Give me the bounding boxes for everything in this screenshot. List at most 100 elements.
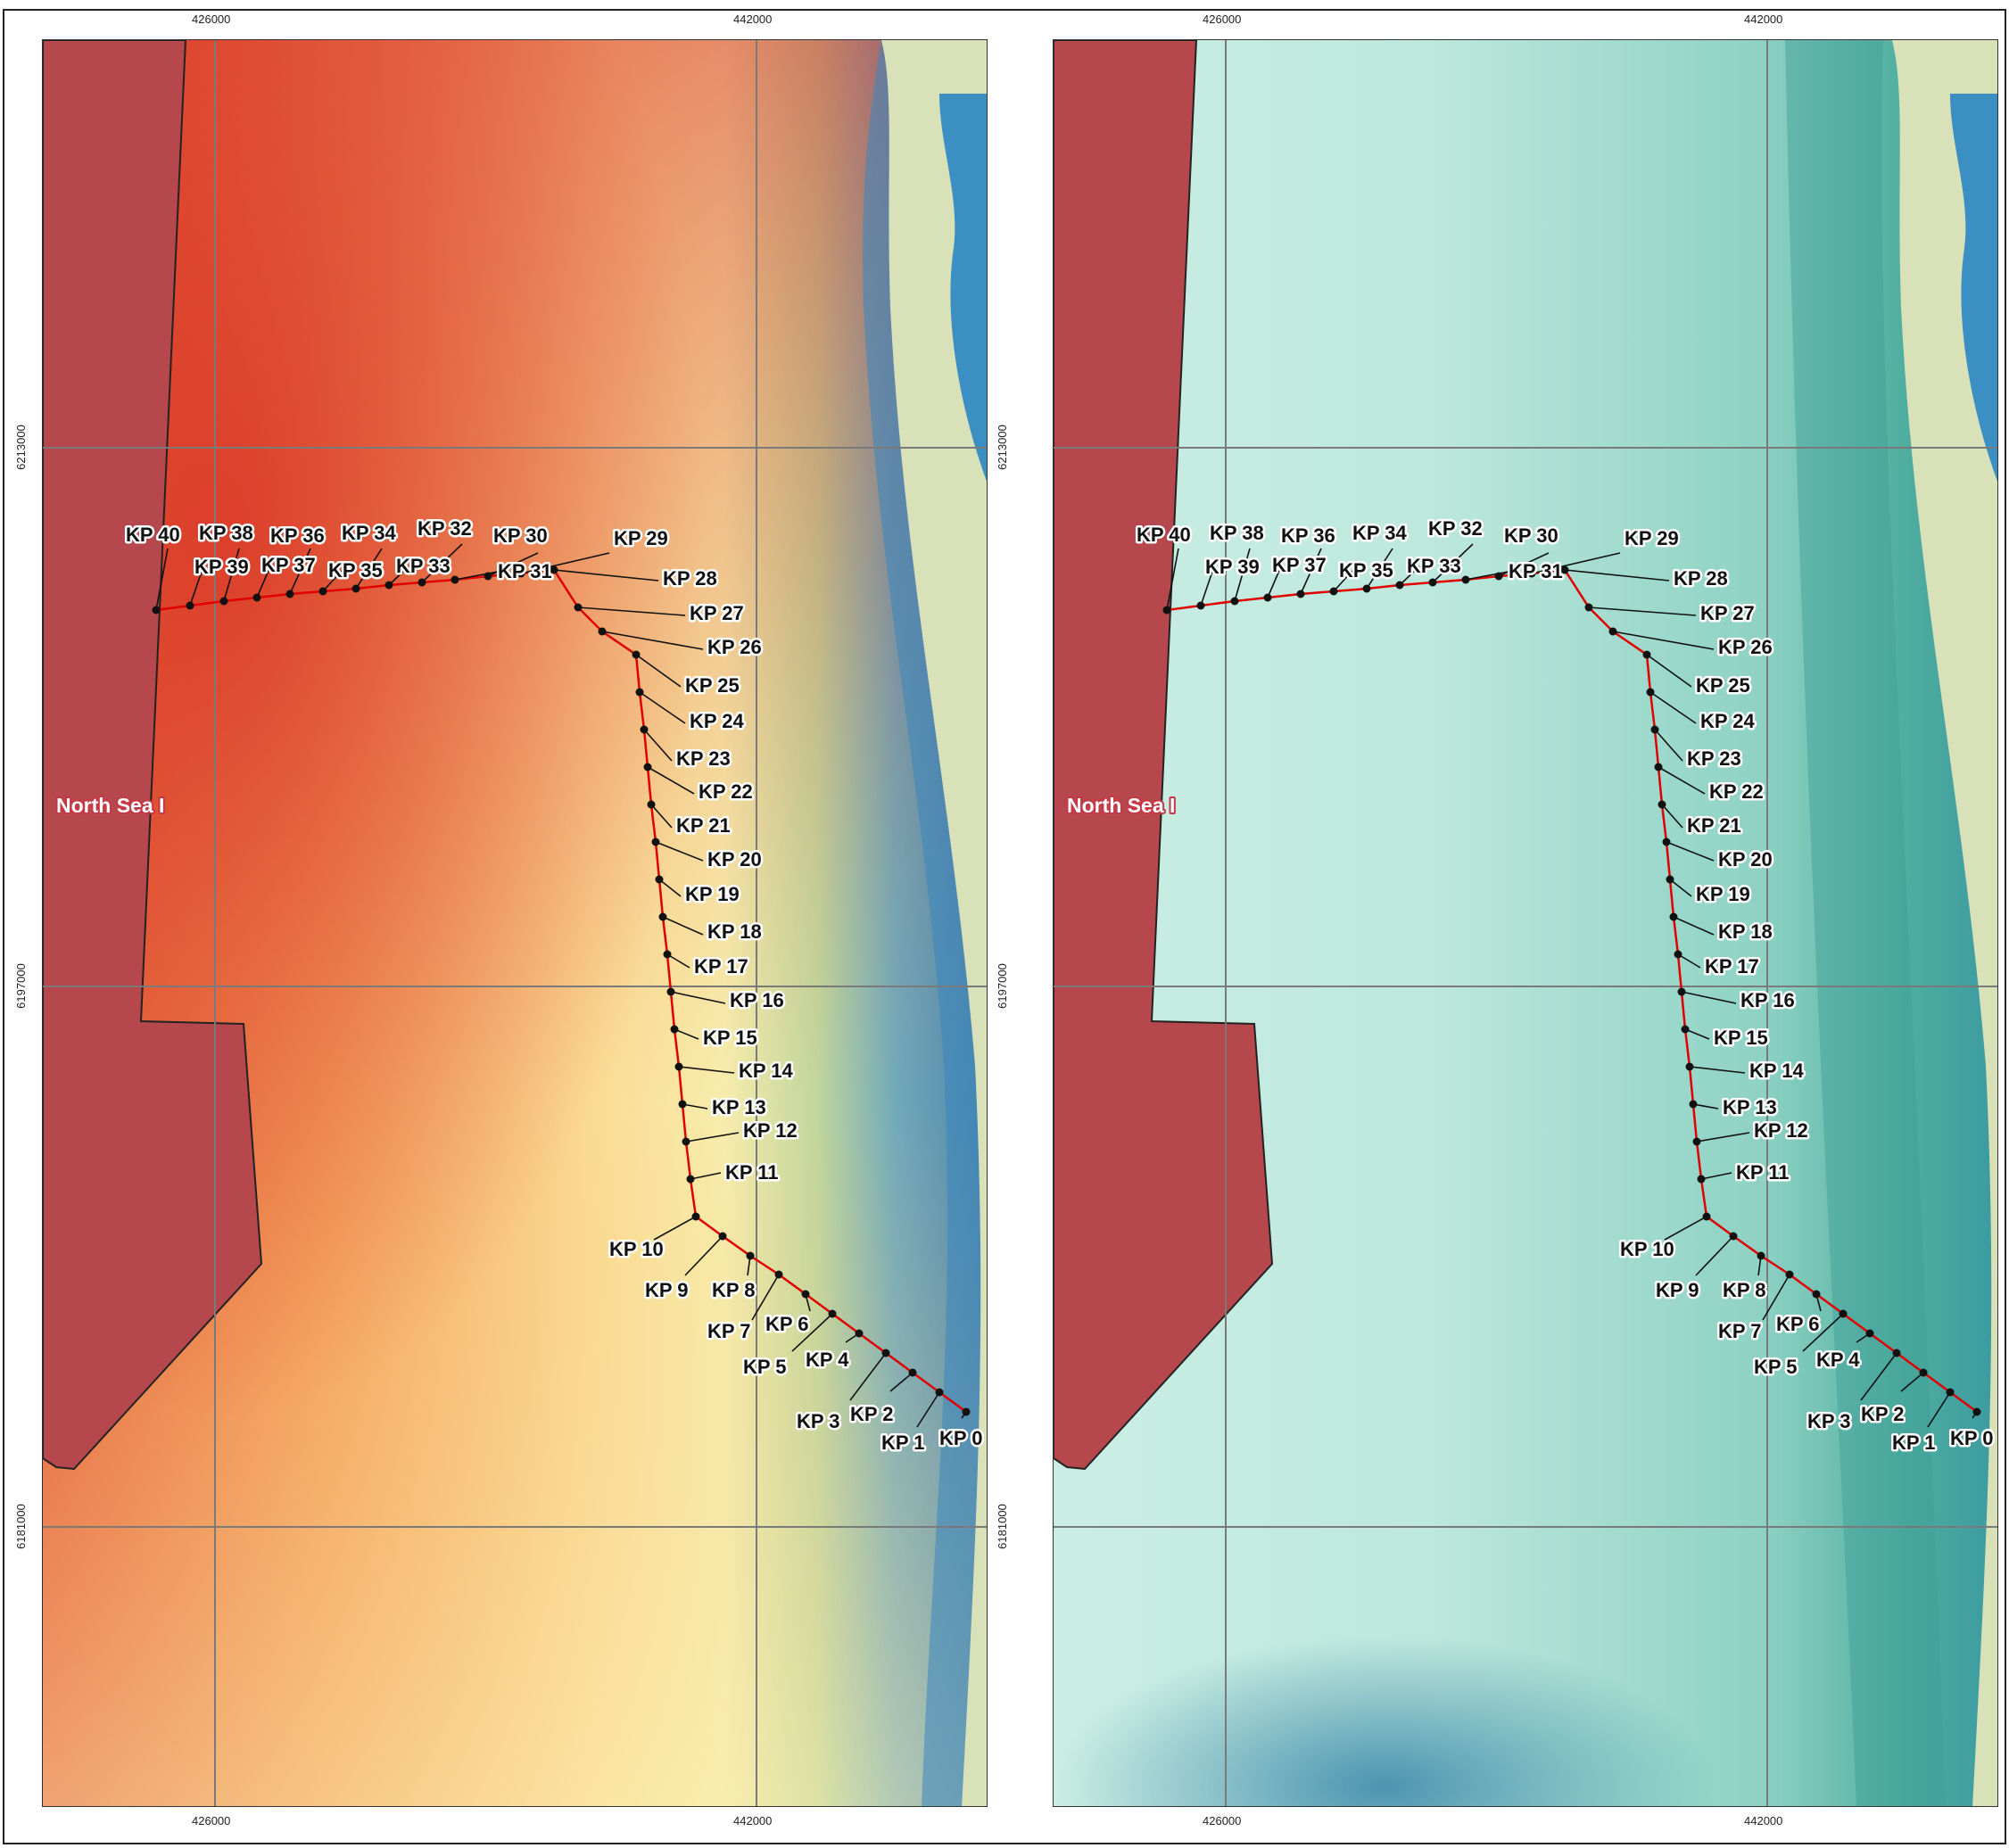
easting-tick-bottom-right-1: 426000 [1203,1814,1242,1827]
kp-point-25-left [632,650,641,659]
kp-label-38-right: KP 38 [1210,522,1264,544]
kp-leader-39-left [189,565,204,606]
kp-label-6-left: KP 6 [765,1313,809,1335]
kp-point-21-right [1658,800,1666,809]
kp-label-9-left: KP 9 [645,1279,689,1301]
kp-leader-20-left [655,841,704,862]
kp-label-39-right: KP 39 [1205,556,1260,578]
kp-label-32-right: KP 32 [1428,517,1483,540]
kp-point-11-left [686,1175,695,1184]
kp-point-8-right [1757,1251,1765,1260]
kp-label-40-left: KP 40 [126,524,180,546]
kp-point-29-left [517,569,525,578]
kp-label-11-left: KP 11 [725,1161,779,1184]
kp-leader-23-right [1654,729,1683,762]
kp-point-33-right [1395,581,1404,590]
kp-point-20-left [651,837,660,846]
kp-leader-10-right [1664,1216,1707,1241]
kp-label-12-left: KP 12 [743,1119,798,1142]
kp-label-0-right: KP 0 [1950,1427,1994,1449]
kp-label-18-right: KP 18 [1718,920,1773,943]
kp-label-20-right: KP 20 [1718,848,1773,870]
kp-point-11-right [1697,1175,1706,1184]
kp-label-3-left: KP 3 [797,1410,840,1432]
kp-point-0-right [1972,1407,1981,1416]
kp-point-9-right [1729,1232,1738,1241]
kp-label-40-right: KP 40 [1137,524,1191,546]
kp-leader-28-right [1564,569,1670,582]
kp-leader-31-right [1465,570,1514,581]
kp-label-8-right: KP 8 [1723,1279,1766,1301]
kp-point-40-right [1162,606,1171,615]
kp-leader-32-left [421,543,463,583]
northing-tick-mid-1: 6213000 [995,425,1009,470]
kp-leader-25-right [1646,654,1692,688]
kp-point-36-left [285,590,294,598]
kp-point-3-left [881,1349,890,1357]
northing-tick-left-1: 6213000 [13,425,28,470]
kp-label-27-right: KP 27 [1700,602,1755,624]
kp-label-21-left: KP 21 [676,814,731,837]
easting-tick-top-right-2: 442000 [1744,12,1783,26]
kp-label-1-right: KP 1 [1892,1431,1936,1454]
kp-point-10-right [1702,1212,1711,1221]
kp-leader-27-left [577,606,686,616]
kp-leader-3-right [1860,1352,1897,1401]
kp-label-15-right: KP 15 [1714,1027,1768,1049]
kp-leader-37-right [1267,565,1282,598]
kp-point-23-right [1650,725,1659,734]
kp-point-4-right [1865,1329,1874,1338]
kp-point-6-right [1812,1290,1821,1299]
kp-leader-9-right [1695,1235,1734,1276]
kp-point-24-left [635,688,644,697]
kp-point-2-right [1919,1368,1928,1377]
kp-label-33-left: KP 33 [396,555,451,577]
kp-label-38-left: KP 38 [199,522,253,544]
kp-point-18-left [658,912,667,921]
cable-route-left: KP 0 KP 1 KP 2 KP 3 KP 4 KP 5 KP 6 KP 7 KP 8 KP 9… [124,516,986,1456]
map-right-svg: North Sea I KP 0 KP 1 KP 2 KP 3 KP 4 KP 5 KP 6… [1054,40,1997,1806]
kp-label-37-right: KP 37 [1272,554,1327,576]
kp-point-15-right [1681,1025,1690,1034]
kp-leader-7-left [751,1274,780,1321]
kp-point-24-right [1646,688,1655,697]
kp-point-28-left [550,565,558,574]
kp-leader-38-right [1234,548,1251,602]
kp-label-31-right: KP 31 [1509,560,1563,582]
kp-label-36-right: KP 36 [1281,524,1335,547]
kp-leader-31-left [454,570,503,581]
kp-label-39-left: KP 39 [194,556,249,578]
northing-tick-left-2: 6197000 [13,963,28,1009]
coast-land-right [1839,40,1997,1806]
kp-leader-33-left [388,565,409,586]
kp-leader-16-right [1681,991,1737,1004]
kp-leader-1-right [1927,1391,1951,1428]
kp-leader-2-right [1900,1372,1924,1392]
kp-point-38-right [1230,597,1239,606]
kp-point-5-left [828,1309,837,1318]
kp-point-16-right [1677,987,1686,996]
kp-label-19-left: KP 19 [685,883,740,905]
kp-leader-29-left [520,552,610,574]
kp-point-1-left [935,1388,944,1397]
kp-point-22-right [1654,763,1663,771]
kp-label-10-right: KP 10 [1620,1238,1674,1260]
kp-point-13-right [1689,1100,1698,1109]
area-label-north-sea-left: North Sea I [56,794,164,817]
kp-point-39-right [1196,601,1205,610]
kp-leader-12-left [685,1132,740,1143]
kp-label-4-right: KP 4 [1816,1349,1860,1371]
kp-point-8-left [746,1251,755,1260]
kp-leader-17-right [1677,953,1701,969]
kp-label-0-left: KP 0 [939,1427,983,1449]
kp-point-33-left [384,581,393,590]
kp-leader-17-left [666,953,690,969]
exclusion-area-right [1054,40,1274,1471]
kp-leader-15-left [674,1028,699,1040]
kp-point-6-left [801,1290,810,1299]
kp-label-20-left: KP 20 [707,848,762,870]
kp-point-17-left [663,950,672,959]
map-left-svg: North Sea I KP 0 KP 1 KP 2 KP 3 KP 4 KP 5 KP 6… [43,40,987,1806]
kp-leader-26-left [601,631,704,650]
map-frame [3,9,2006,1844]
